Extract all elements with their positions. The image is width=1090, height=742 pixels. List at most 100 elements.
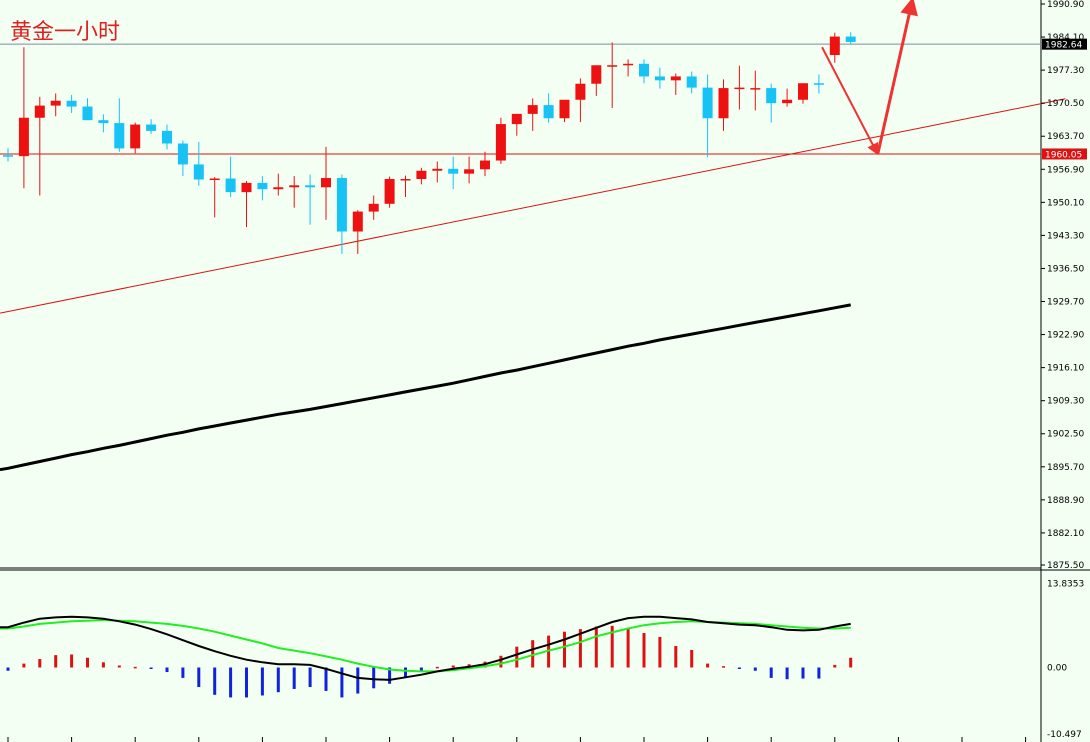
candle-body [257, 182, 268, 190]
candle [98, 114, 109, 133]
histogram-bar [658, 636, 662, 668]
histogram-bar [404, 667, 407, 678]
candle-body [750, 88, 761, 90]
candle [400, 175, 411, 197]
histogram-bar [54, 655, 58, 668]
rising-trendline [0, 98, 1066, 314]
candle [130, 122, 141, 154]
candle [114, 98, 125, 152]
candle-body [400, 179, 411, 181]
histogram-bar [769, 667, 773, 678]
candle-body [241, 182, 252, 193]
price-tick-label: 1895.70 [1047, 463, 1084, 473]
candle-body [225, 178, 236, 193]
candle [495, 117, 506, 164]
histogram-bar [531, 640, 535, 668]
histogram-bar [213, 667, 217, 695]
histogram-bar [117, 665, 121, 668]
histogram-bar [292, 667, 296, 689]
candle [34, 96, 45, 196]
candle-body [607, 65, 618, 67]
histogram-bar [165, 667, 169, 673]
candle-body [305, 185, 316, 188]
histogram-bar [737, 667, 741, 669]
candle [225, 156, 236, 197]
histogram-bar [181, 667, 185, 678]
histogram-bar [563, 631, 566, 668]
candle [559, 99, 570, 123]
candle-body [18, 117, 29, 157]
candle-body [416, 170, 427, 180]
histogram-bar [499, 655, 503, 668]
candle-body [702, 87, 713, 119]
histogram-bar [515, 646, 519, 668]
indicator-tick-label: 13.8353 [1047, 580, 1084, 590]
candle [702, 74, 713, 158]
histogram-bar [229, 667, 233, 698]
histogram-bar [356, 667, 360, 694]
candle [511, 113, 522, 136]
price-tick-label: 1929.70 [1047, 298, 1084, 308]
histogram-bar [435, 666, 439, 669]
projected-up-arrow [876, 0, 918, 155]
candle [146, 119, 157, 134]
current-price-tag-bg [1042, 38, 1087, 50]
price-tick-label: 1882.10 [1047, 529, 1084, 539]
candle [50, 93, 61, 117]
candle-body [718, 88, 729, 119]
histogram-bar [38, 659, 42, 668]
axis-layer: 1990.90 1984.10 1977.30 1970.50 1963.70 1956.… [7, 0, 1087, 742]
moving-average-layer [0, 303, 851, 472]
candle [352, 210, 363, 254]
candle [813, 74, 824, 94]
histogram-bar [642, 633, 646, 668]
price-tick-label: 1977.30 [1047, 66, 1084, 76]
candle-body [193, 164, 204, 180]
candle-body [527, 105, 538, 114]
histogram-bar [594, 626, 598, 668]
candle-body [464, 169, 475, 174]
histogram-bar [308, 667, 312, 688]
histogram-bar [849, 657, 853, 668]
price-tick-label: 1922.90 [1047, 331, 1084, 341]
histogram-bar [706, 663, 710, 668]
histogram-bar [817, 667, 821, 679]
candle-body [321, 178, 331, 188]
candle [527, 98, 538, 131]
candle-body [686, 76, 697, 88]
candle-body [50, 100, 61, 106]
candle [782, 88, 793, 107]
candle-body [495, 124, 506, 161]
level-price-tag: 1960.05 [1045, 150, 1082, 160]
candle [623, 59, 634, 77]
histogram-bar [801, 667, 805, 679]
candle [384, 176, 395, 208]
indicator-tick-label: -10.497 [1047, 730, 1082, 740]
candle-body [654, 76, 665, 81]
candle [766, 83, 777, 123]
price-tick-label: 1902.50 [1047, 430, 1084, 440]
candle-body [146, 124, 157, 131]
candle-body [639, 63, 649, 77]
price-tick-label: 1950.10 [1047, 198, 1084, 208]
candle-body [734, 87, 745, 90]
histogram-bar [70, 654, 74, 668]
candle-body [66, 100, 77, 107]
candle [734, 65, 745, 110]
candle-body [623, 63, 634, 66]
candle-body [273, 187, 284, 190]
histogram-bar [610, 625, 614, 668]
candle [464, 156, 475, 184]
candle [18, 47, 29, 189]
candle [162, 124, 172, 150]
candle [448, 156, 459, 190]
candle [575, 78, 586, 123]
histogram-bar [626, 627, 630, 668]
candle-body [336, 178, 347, 232]
candle [66, 94, 77, 113]
price-tick-label: 1990.90 [1047, 0, 1084, 10]
price-tick-label: 1909.30 [1047, 397, 1084, 407]
price-tick-label: 1970.50 [1047, 99, 1084, 109]
candle-body [798, 83, 808, 100]
histogram-bar [578, 629, 582, 668]
